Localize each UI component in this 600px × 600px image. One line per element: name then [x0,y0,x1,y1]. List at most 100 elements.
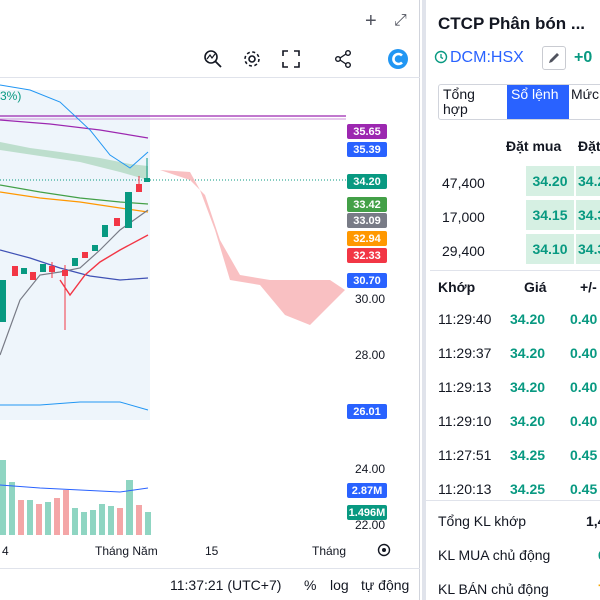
trade-row[interactable]: 11:27:51 34.25 0.45 [430,438,600,472]
ma-blue [0,249,149,281]
pencil-icon [549,53,559,63]
orderbook-bid-header: Đặt mua [506,138,562,154]
gear-icon[interactable] [239,46,265,72]
trade-change: 0.40 [570,311,598,327]
trade-price: 34.20 [510,345,546,361]
ma-gray [0,209,149,356]
trades-header: Khớp Giá +/- [430,270,600,300]
volume-bars [0,460,151,535]
clock-time: 11:37:21 (UTC+7) [170,577,282,593]
trades-change-header: +/- [580,279,597,295]
trade-price: 34.20 [510,413,546,429]
orderbook-bid: 34.15 [526,200,574,230]
summary-row: Tổng KL khớp 1,4 [434,503,600,537]
axis-tick: 24.00 [354,462,385,476]
summary-value: 7 [598,581,600,597]
x-label: 4 [2,544,9,558]
orderbook-volume: 47,400 [442,175,485,191]
orderbook-ask: 34.3 [576,200,600,230]
plus-icon[interactable]: + [365,10,377,32]
trade-price: 34.25 [510,481,546,497]
trade-change: 0.45 [570,447,598,463]
price-tag: 35.65 [347,124,387,139]
logo-icon[interactable] [385,46,411,72]
summary-label: KL BÁN chủ động [438,581,549,597]
summary-label: Tổng KL khớp [438,513,527,529]
price-chart[interactable]: 3%) [0,80,420,540]
orderbook-volume: 17,000 [442,209,485,225]
orderbook-bid: 34.20 [526,166,574,196]
trade-change: 0.40 [570,379,598,395]
chart-pane: + ⤢ [0,0,420,600]
orderbook-volume: 29,400 [442,243,485,259]
ticker-row: DCM:HSX +0 [434,46,600,74]
edit-button[interactable] [542,46,566,70]
company-name: CTCP Phân bón ... [438,14,586,33]
ticker-symbol[interactable]: DCM:HSX [450,49,524,66]
bb-upper [0,84,149,169]
price-tag: 34.20 [347,174,387,189]
ma-purple [0,119,149,139]
orderbook-row[interactable]: 17,000 34.15 34.3 [430,200,600,234]
trade-change: 0.40 [570,413,598,429]
x-label: Tháng Năm [95,544,158,558]
bollinger-fill [0,90,150,420]
share-icon[interactable] [330,46,356,72]
orderbook-bid: 34.10 [526,234,574,264]
clock-icon [434,50,448,69]
trades-price-header: Giá [524,279,547,295]
panel-tabs: Tổng hợp Sổ lệnh Mức giá [438,84,600,120]
price-tag: 33.09 [347,213,387,228]
chart-toolbar [0,40,420,78]
expand-icon[interactable]: ⤢ [394,12,407,29]
chart-zoom-icon[interactable] [200,46,226,72]
window-bar: + ⤢ [0,0,420,40]
candles [0,158,150,330]
bb-lower [0,401,149,411]
auto-toggle[interactable]: tự động [361,577,410,593]
price-tag: 32.33 [347,248,387,263]
summary-row: KL MUA chủ động 6 [434,537,600,571]
x-label: 15 [205,544,219,558]
ma-red [59,234,149,297]
price-tag: 26.01 [347,404,387,419]
price-tag: 30.70 [347,273,387,288]
trade-row[interactable]: 11:29:37 34.20 0.40 [430,336,600,370]
trade-time: 11:29:10 [438,413,492,429]
trade-change: 0.40 [570,345,598,361]
tab-orderbook[interactable]: Sổ lệnh [507,85,569,119]
trades-time-header: Khớp [438,279,476,295]
summary-label: KL MUA chủ động [438,547,551,563]
summary-value: 1,4 [586,513,600,529]
cloud-green [0,142,148,180]
trade-row[interactable]: 11:29:13 34.20 0.40 [430,370,600,404]
side-panel: CTCP Phân bón ... DCM:HSX +0 Tổng hợp Sổ… [422,0,600,600]
trade-time: 11:20:13 [438,481,492,497]
trade-row[interactable]: 11:29:10 34.20 0.40 [430,404,600,438]
trade-time: 11:29:40 [438,311,492,327]
settings-circle-icon[interactable] [376,542,392,563]
trade-price: 34.25 [510,447,546,463]
cloud-red [160,170,345,325]
percent-toggle[interactable]: % [304,577,317,593]
trade-change: 0.45 [570,481,598,497]
log-toggle[interactable]: log [330,577,349,593]
orderbook-row[interactable]: 47,400 34.20 34.2 [430,166,600,200]
price-tag: 32.94 [347,231,387,246]
trade-summary: Tổng KL khớp 1,4 KL MUA chủ động 6 KL BÁ… [426,500,600,597]
price-change: +0 [574,49,593,66]
price-tag: 1.496M [347,505,387,520]
fullscreen-icon[interactable] [278,46,304,72]
trade-time: 11:29:13 [438,379,492,395]
summary-row: KL BÁN chủ động 7 [434,571,600,600]
tab-summary[interactable]: Tổng hợp [443,86,475,117]
trade-price: 34.20 [510,379,546,395]
partial-label: 3%) [0,89,21,103]
summary-value: 6 [598,547,600,563]
tab-price-levels[interactable]: Mức giá [571,86,600,102]
price-tag: 2.87M [347,483,387,498]
time-axis[interactable]: 4 Tháng Năm 15 Tháng [0,538,420,564]
trade-row[interactable]: 11:20:13 34.25 0.45 [430,472,600,506]
trade-row[interactable]: 11:29:40 34.20 0.40 [430,302,600,336]
orderbook-row[interactable]: 29,400 34.10 34.3 [430,234,600,268]
